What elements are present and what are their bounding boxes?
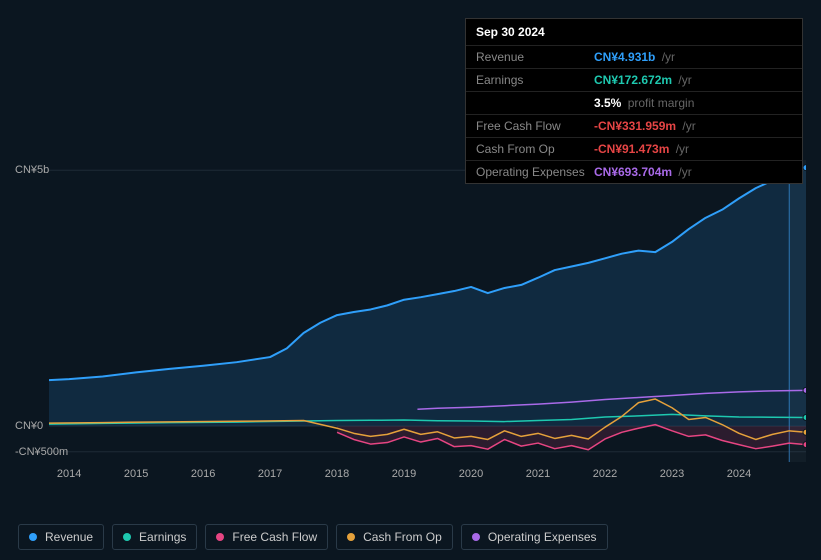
tooltip-row-label: Revenue [476,50,594,64]
tooltip-row-label: Free Cash Flow [476,119,594,133]
tooltip-row-value: CN¥693.704m /yr [594,165,692,179]
x-axis: 2014 2015 2016 2017 2018 2019 2020 2021 2022 2023… [49,468,806,482]
x-tick-label: 2015 [124,468,148,480]
tooltip-row: EarningsCN¥172.672m /yr [466,69,802,92]
tooltip-row-value: -CN¥331.959m /yr [594,119,696,133]
tooltip-row-label: Operating Expenses [476,165,594,179]
legend-dot [123,533,131,541]
tooltip-row: RevenueCN¥4.931b /yr [466,46,802,69]
y-tick-label: CN¥0 [15,420,75,432]
x-tick-label: 2017 [258,468,282,480]
x-tick-label: 2022 [593,468,617,480]
legend-dot [29,533,37,541]
x-tick-label: 2021 [526,468,550,480]
legend-dot [347,533,355,541]
legend-item-operating-expenses[interactable]: Operating Expenses [461,524,608,550]
chart-area: CN¥5bCN¥0-CN¥500m 2014201520162017201820… [15,160,806,500]
data-tooltip: Sep 30 2024 RevenueCN¥4.931b /yrEarnings… [465,18,803,184]
tooltip-row-value: 3.5% profit margin [594,96,694,110]
tooltip-row: Free Cash Flow-CN¥331.959m /yr [466,115,802,138]
y-tick-label: CN¥5b [15,164,75,176]
legend-dot [472,533,480,541]
chart-legend: Revenue Earnings Free Cash Flow Cash From O… [18,524,608,550]
tooltip-row: 3.5% profit margin [466,92,802,115]
legend-item-earnings[interactable]: Earnings [112,524,197,550]
legend-item-free-cash-flow[interactable]: Free Cash Flow [205,524,328,550]
tooltip-row-value: -CN¥91.473m /yr [594,142,689,156]
x-tick-label: 2023 [660,468,684,480]
tooltip-row-value: CN¥172.672m /yr [594,73,692,87]
tooltip-row-value: CN¥4.931b /yr [594,50,675,64]
tooltip-row-label: Earnings [476,73,594,87]
legend-item-cash-from-op[interactable]: Cash From Op [336,524,453,550]
tooltip-row: Operating ExpensesCN¥693.704m /yr [466,161,802,183]
legend-item-revenue[interactable]: Revenue [18,524,104,550]
plot-region[interactable] [49,160,806,462]
tooltip-row-label: Cash From Op [476,142,594,156]
x-tick-label: 2018 [325,468,349,480]
legend-label: Operating Expenses [488,530,597,544]
legend-label: Free Cash Flow [232,530,317,544]
x-tick-label: 2024 [727,468,751,480]
legend-label: Earnings [139,530,186,544]
tooltip-row: Cash From Op-CN¥91.473m /yr [466,138,802,161]
tooltip-row-label [476,96,594,110]
x-tick-label: 2014 [57,468,81,480]
legend-dot [216,533,224,541]
x-tick-label: 2020 [459,468,483,480]
x-tick-label: 2019 [392,468,416,480]
y-tick-label: -CN¥500m [15,446,75,458]
legend-label: Cash From Op [363,530,442,544]
x-tick-label: 2016 [191,468,215,480]
chart-svg [49,160,806,462]
tooltip-date: Sep 30 2024 [466,19,802,46]
legend-label: Revenue [45,530,93,544]
